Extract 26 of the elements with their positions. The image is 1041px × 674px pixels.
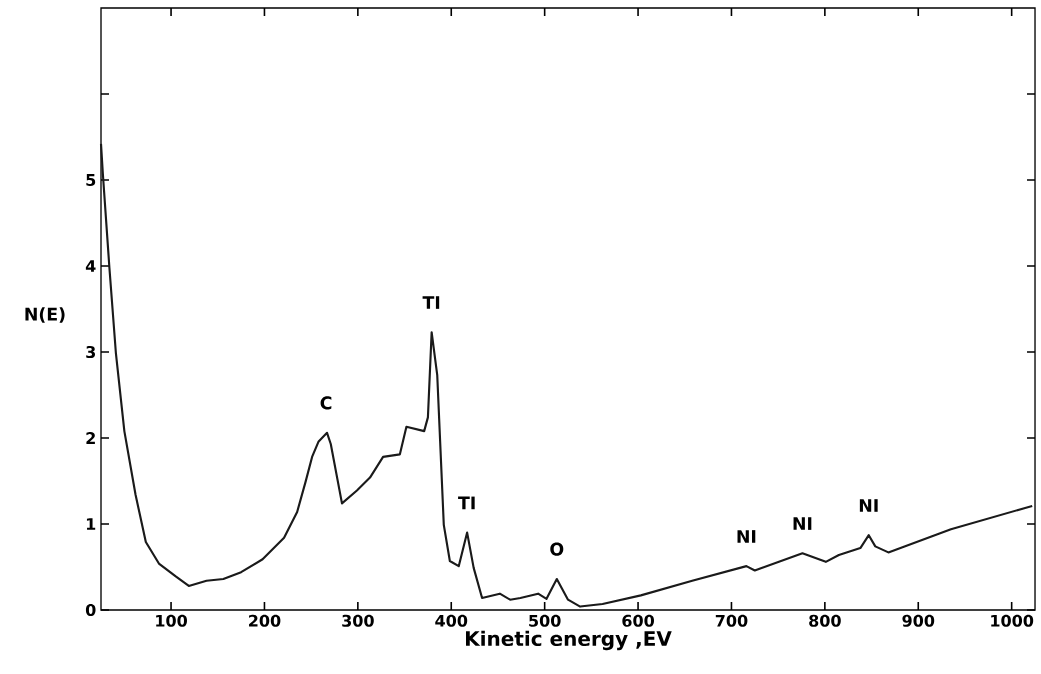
y-tick-label: 4 — [85, 260, 96, 272]
annotation: TI — [458, 496, 475, 510]
x-tick-label: 800 — [809, 614, 841, 627]
y-axis-title: N(E) — [25, 307, 65, 323]
x-axis-title: Kinetic energy ,EV — [466, 630, 672, 651]
annotation: TI — [422, 296, 440, 309]
y-tick-label: 5 — [86, 174, 96, 186]
x-tick-label: 700 — [715, 614, 748, 627]
annotation: NI — [737, 530, 756, 543]
x-tick-label: 1000 — [991, 614, 1034, 627]
y-tick-label: 3 — [86, 345, 96, 359]
line-series — [99, 142, 1034, 608]
annotation: C — [320, 396, 332, 410]
x-tick-label: 100 — [156, 614, 187, 627]
x-tick-label: 400 — [435, 614, 468, 627]
y-tick-label: 1 — [86, 518, 96, 530]
x-tick-label: 600 — [622, 614, 654, 627]
x-tick-label: 200 — [249, 614, 281, 627]
annotation: NI — [793, 517, 812, 530]
annotation: NI — [859, 499, 878, 512]
y-tick-label: 0 — [85, 603, 96, 617]
annotation: O — [550, 542, 564, 556]
x-tick-label: 900 — [902, 614, 935, 627]
x-tick-label: 300 — [342, 614, 374, 627]
x-tick-label: 500 — [529, 614, 561, 627]
y-tick-label: 2 — [86, 432, 95, 444]
